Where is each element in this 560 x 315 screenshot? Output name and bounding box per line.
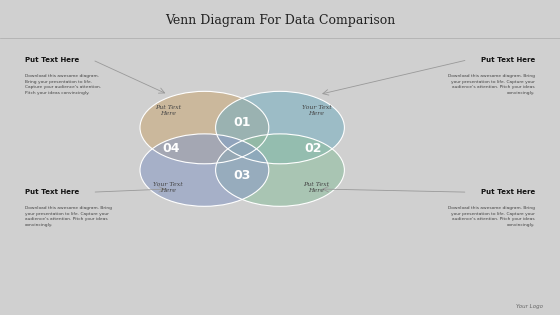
- Text: Venn Diagram For Data Comparison: Venn Diagram For Data Comparison: [165, 14, 395, 27]
- Text: Put Text
Here: Put Text Here: [304, 182, 329, 193]
- Text: Put Text Here: Put Text Here: [480, 189, 535, 195]
- Text: Put Text
Here: Put Text Here: [155, 105, 181, 116]
- Circle shape: [216, 91, 344, 164]
- Text: Put Text Here: Put Text Here: [25, 189, 80, 195]
- Text: Download this awesome diagram.
Bring your presentation to life.
Capture your aud: Download this awesome diagram. Bring you…: [25, 74, 101, 94]
- Circle shape: [140, 91, 269, 164]
- Text: Download this awesome diagram. Bring
your presentation to life. Capture your
aud: Download this awesome diagram. Bring you…: [448, 206, 535, 227]
- Text: 02: 02: [305, 142, 323, 156]
- Text: 03: 03: [233, 169, 251, 182]
- Text: Your Logo: Your Logo: [516, 304, 543, 309]
- Text: Your Text
Here: Your Text Here: [153, 182, 183, 193]
- Text: Put Text Here: Put Text Here: [25, 57, 80, 63]
- Text: 04: 04: [162, 142, 180, 156]
- Circle shape: [140, 134, 269, 206]
- Text: Put Text Here: Put Text Here: [480, 57, 535, 63]
- Text: Download this awesome diagram. Bring
your presentation to life. Capture your
aud: Download this awesome diagram. Bring you…: [25, 206, 112, 227]
- Text: 01: 01: [233, 116, 251, 129]
- Text: Download this awesome diagram. Bring
your presentation to life. Capture your
aud: Download this awesome diagram. Bring you…: [448, 74, 535, 94]
- Circle shape: [216, 134, 344, 206]
- Text: Your Text
Here: Your Text Here: [301, 105, 332, 116]
